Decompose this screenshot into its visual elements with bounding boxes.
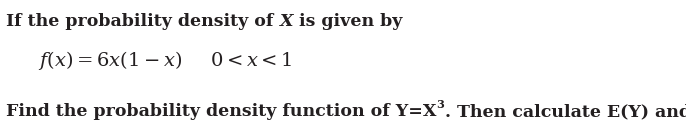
Text: 3: 3	[437, 99, 445, 110]
Text: is given by: is given by	[293, 13, 403, 30]
Text: If the probability density of: If the probability density of	[6, 13, 280, 30]
Text: X: X	[280, 13, 293, 30]
Text: $0 < x < 1$: $0 < x < 1$	[210, 52, 292, 70]
Text: Find the probability density function of Y=X: Find the probability density function of…	[6, 103, 437, 120]
Text: . Then calculate E(Y) and V(Y).: . Then calculate E(Y) and V(Y).	[445, 103, 686, 120]
Text: $f(x) = 6x(1-x)$: $f(x) = 6x(1-x)$	[38, 49, 182, 72]
